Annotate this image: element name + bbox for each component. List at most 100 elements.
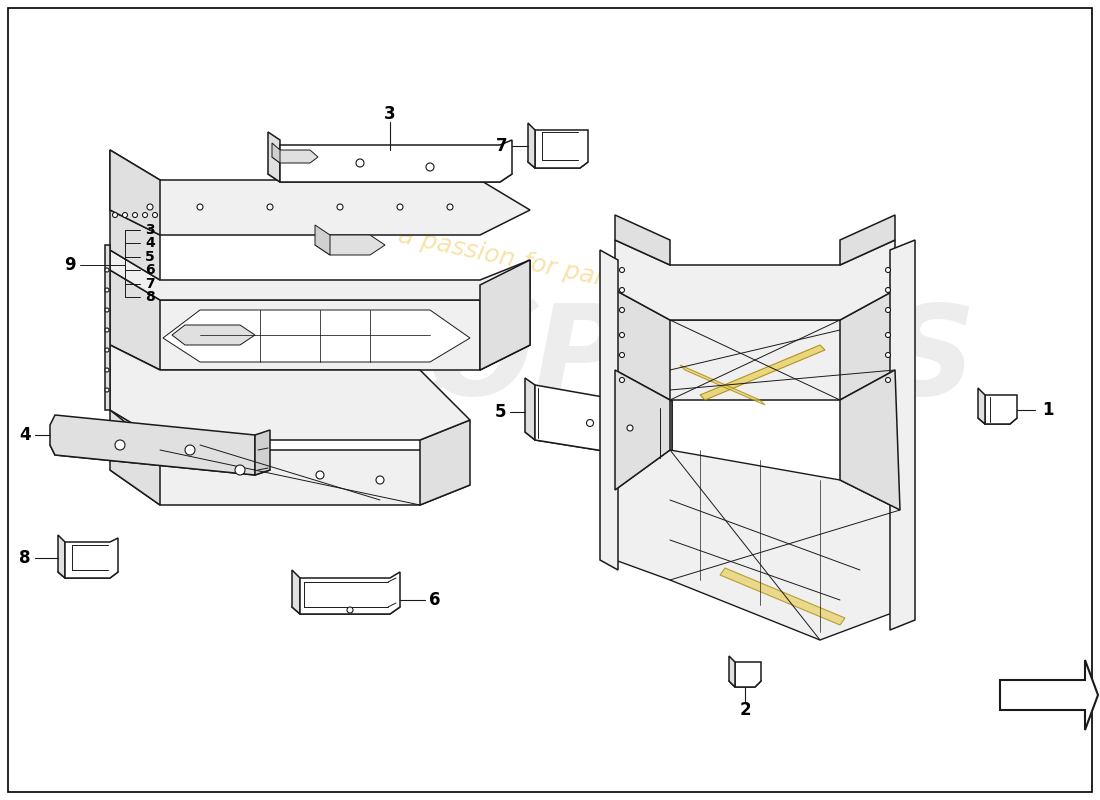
Polygon shape [660,400,672,460]
Circle shape [346,607,353,613]
Polygon shape [58,565,118,578]
Circle shape [619,378,625,382]
Polygon shape [525,425,672,460]
Text: 1: 1 [1043,401,1054,419]
Polygon shape [984,395,1018,424]
Circle shape [197,204,204,210]
Text: 9: 9 [64,256,76,274]
Circle shape [104,348,109,352]
Polygon shape [480,280,530,370]
Circle shape [112,213,118,218]
Polygon shape [890,240,915,630]
Polygon shape [58,535,65,578]
Circle shape [447,204,453,210]
Circle shape [104,328,109,332]
Circle shape [147,204,153,210]
Circle shape [619,267,625,273]
Text: 4: 4 [19,426,31,444]
Text: 3: 3 [145,223,155,237]
Polygon shape [110,250,530,300]
Circle shape [886,353,891,358]
Polygon shape [50,415,255,475]
Text: 4: 4 [145,236,155,250]
Polygon shape [110,300,530,370]
Polygon shape [535,385,672,460]
Polygon shape [615,370,670,490]
Circle shape [586,419,594,426]
Polygon shape [110,150,160,235]
Polygon shape [615,290,670,400]
Polygon shape [272,143,280,163]
Circle shape [185,445,195,455]
Polygon shape [480,260,530,370]
Polygon shape [110,180,530,235]
Circle shape [619,287,625,293]
Polygon shape [255,430,270,475]
Circle shape [619,353,625,358]
Polygon shape [110,450,470,505]
Circle shape [104,308,109,312]
Circle shape [143,213,147,218]
Polygon shape [535,130,589,168]
Text: 7: 7 [496,137,508,155]
Polygon shape [420,420,470,505]
Text: 5: 5 [145,250,155,264]
Circle shape [886,307,891,313]
Polygon shape [110,270,160,370]
Polygon shape [110,150,160,280]
Polygon shape [729,675,761,687]
Text: 8: 8 [145,290,155,304]
Polygon shape [729,656,735,687]
Polygon shape [528,155,588,168]
Circle shape [337,204,343,210]
Circle shape [886,267,891,273]
Polygon shape [615,215,670,265]
Polygon shape [315,225,330,255]
Polygon shape [600,250,618,570]
Polygon shape [110,345,160,440]
Polygon shape [978,412,1018,424]
Polygon shape [268,165,512,182]
Text: EURØPARTS: EURØPARTS [144,299,976,421]
Polygon shape [280,140,512,182]
Polygon shape [840,370,900,510]
Polygon shape [110,345,470,440]
Polygon shape [615,240,895,320]
Polygon shape [680,365,764,405]
Polygon shape [292,570,300,614]
Polygon shape [978,388,984,424]
Text: 5: 5 [494,403,506,421]
Text: a passion for parts since...: a passion for parts since... [396,224,724,316]
Text: 7: 7 [145,277,155,291]
Polygon shape [163,310,470,362]
Polygon shape [104,245,110,410]
Circle shape [104,268,109,272]
Circle shape [104,388,109,392]
Polygon shape [840,290,895,400]
Circle shape [116,440,125,450]
Circle shape [886,378,891,382]
Circle shape [397,204,403,210]
Circle shape [619,333,625,338]
Circle shape [104,288,109,292]
Polygon shape [615,320,895,400]
Text: 3: 3 [384,105,396,123]
Polygon shape [110,410,160,505]
Polygon shape [292,600,400,614]
Text: 6: 6 [429,591,441,609]
Polygon shape [50,440,270,475]
Polygon shape [1000,660,1098,730]
Polygon shape [65,538,118,578]
Text: 6: 6 [145,263,155,277]
Polygon shape [700,345,825,400]
Polygon shape [615,450,900,640]
Circle shape [376,476,384,484]
Circle shape [267,204,273,210]
Circle shape [619,307,625,313]
Circle shape [104,368,109,372]
Polygon shape [315,235,385,255]
Polygon shape [720,568,845,625]
Polygon shape [300,572,400,614]
Polygon shape [528,123,535,168]
Polygon shape [272,150,318,163]
